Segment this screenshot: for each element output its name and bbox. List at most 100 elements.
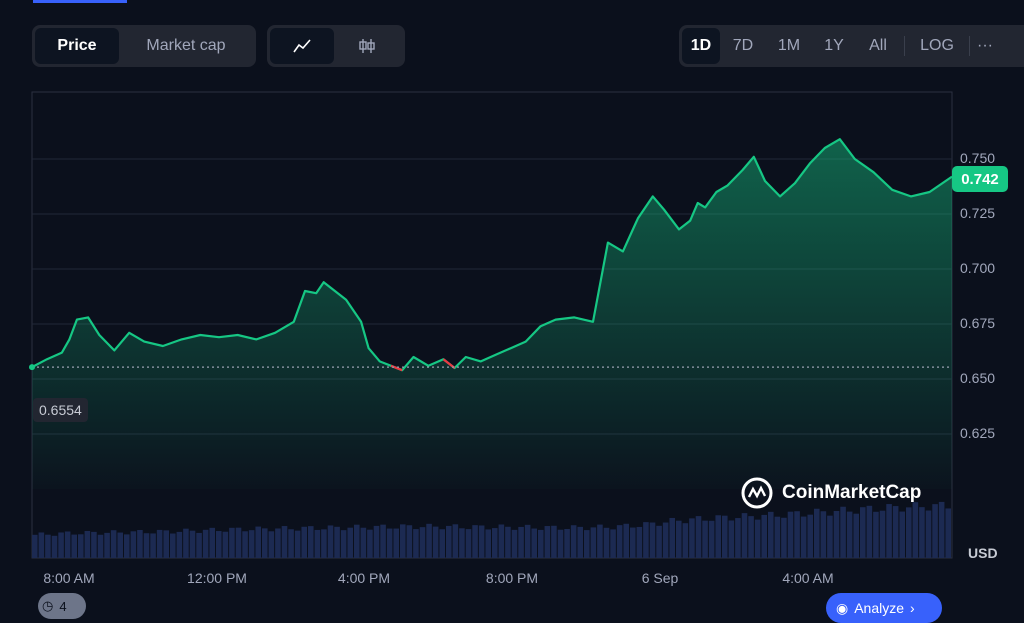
volume-bar [189,530,196,558]
volume-bar [334,526,340,558]
more-options-icon[interactable]: ··· [977,37,993,54]
volume-bar [216,531,222,558]
volume-bar [327,525,334,558]
volume-bar [787,511,794,558]
x-tick-label: 12:00 PM [187,570,247,586]
candlestick-button[interactable] [334,28,400,64]
volume-bar [360,527,367,558]
range-1y[interactable]: 1Y [824,37,844,54]
x-tick-label: 4:00 PM [337,570,391,586]
volume-bar [446,525,452,558]
volume-bar [248,530,255,558]
price-area [32,139,952,489]
range-1d[interactable]: 1D [682,28,720,64]
volume-bar [110,530,117,558]
volume-bar [354,524,360,558]
volume-bar [64,531,71,558]
y-tick-label: 0.725 [960,205,996,221]
volume-bar [465,529,472,558]
volume-bar [840,506,846,558]
x-tick-label: 4:00 AM [782,570,834,586]
volume-bar [544,526,551,558]
volume-bar [636,526,643,558]
coinmarketcap-logo-icon [741,477,773,509]
volume-bar [853,513,859,558]
volume-bar [71,534,77,558]
volume-bar [557,529,564,558]
volume-bar [32,534,38,558]
volume-bar [846,511,853,558]
volume-bar [268,531,275,558]
price-chart[interactable] [0,0,1024,607]
volume-bar [919,507,925,558]
volume-bar [58,532,64,558]
volume-bar [209,527,215,558]
y-tick-label: 0.625 [960,425,996,441]
volume-bar [590,527,597,558]
volume-bar [51,535,58,558]
analyze-button[interactable]: ◉ Analyze › [826,593,942,623]
volume-bar [478,525,485,558]
volume-bar [275,528,281,558]
line-chart-button[interactable] [270,28,334,64]
volume-bar [938,501,945,558]
volume-bar [170,533,176,558]
volume-bar [538,529,544,558]
volume-bar [682,523,689,558]
volume-bar [452,524,459,558]
start-point [29,364,35,371]
volume-bar [676,520,682,558]
range-all[interactable]: All [869,37,887,54]
volume-bar [781,517,787,558]
volume-bar [827,515,833,558]
volume-bar [413,529,419,558]
more-divider [969,36,970,56]
volume-bar [202,529,209,558]
volume-bar [183,528,189,558]
volume-bar [459,528,465,558]
log-toggle[interactable]: LOG [920,37,954,54]
volume-bar [492,528,498,558]
volume-bar [97,534,104,558]
volume-bar [768,511,774,558]
volume-bar [833,510,840,558]
volume-bar [439,529,445,558]
volume-bar [899,511,905,558]
volume-bar [137,530,143,558]
x-tick-label: 8:00 PM [485,570,539,586]
volume-bar [800,516,807,558]
volume-bar [124,534,130,558]
volume-bar [669,517,675,558]
volume-bar [176,531,183,558]
tab-price[interactable]: Price [35,28,119,64]
volume-bar [262,528,268,558]
notification-badge[interactable]: ◷ 4 [38,593,86,619]
volume-bar [715,515,721,558]
volume-bar [222,531,229,558]
coinmarketcap-watermark: CoinMarketCap [740,476,921,510]
volume-bar [511,529,518,558]
volume-bar [38,532,45,558]
volume-bar [630,527,636,558]
y-tick-label: 0.750 [960,150,996,166]
volume-bar [912,502,919,558]
range-1m[interactable]: 1M [777,37,801,54]
volume-bar [235,527,242,558]
volume-bar [340,530,347,558]
volume-bar [518,526,524,558]
tab-market-cap[interactable]: Market cap [146,37,226,54]
volume-bar [807,514,813,558]
range-7d[interactable]: 7D [732,37,754,54]
volume-bar [347,527,353,558]
volume-bar [741,513,748,558]
volume-bar [892,506,899,558]
volume-bar [945,508,951,558]
volume-bar [754,519,761,558]
volume-bar [229,527,235,558]
volume-bar [281,526,288,558]
volume-bar [163,530,169,558]
volume-bar [906,507,912,558]
volume-bar [577,526,583,558]
volume-bar [860,507,866,558]
volume-bar [45,534,51,558]
